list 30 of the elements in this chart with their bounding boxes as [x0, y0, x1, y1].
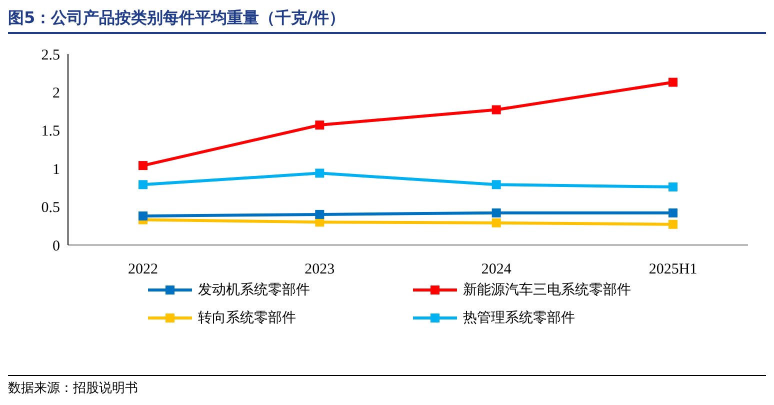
point [492, 105, 501, 114]
x-tick-label: 2024 [481, 262, 512, 278]
legend-label: 新能源汽车三电系统零部件 [463, 281, 631, 299]
y-tick-label: 0 [52, 238, 60, 254]
y-tick-label: 0.5 [41, 200, 60, 216]
x-tick-label: 2022 [128, 262, 158, 278]
point [668, 208, 678, 218]
point [668, 220, 678, 229]
x-tick-label: 2023 [304, 262, 335, 278]
point [138, 180, 148, 190]
source-note: 数据来源：招股说明书 [8, 380, 139, 397]
chart-title: 图5：公司产品按类别每件平均重量（千克/件） [8, 8, 766, 34]
point [138, 161, 148, 170]
legend-label: 转向系统零部件 [198, 309, 296, 327]
y-tick-label: 1 [52, 162, 60, 178]
legend-label: 发动机系统零部件 [198, 281, 310, 299]
point [315, 210, 324, 219]
y-tick-label: 2 [52, 86, 60, 102]
point [492, 208, 501, 218]
y-tick-label: 2.5 [41, 47, 60, 64]
point [668, 182, 678, 192]
y-tick-label: 1.5 [41, 124, 60, 140]
point [668, 78, 678, 87]
point [315, 168, 324, 178]
legend-label: 热管理系统零部件 [463, 309, 575, 327]
point [492, 180, 501, 190]
x-tick-label: 2025H1 [648, 262, 698, 278]
point [492, 218, 501, 228]
point [315, 120, 324, 130]
point [138, 211, 148, 220]
